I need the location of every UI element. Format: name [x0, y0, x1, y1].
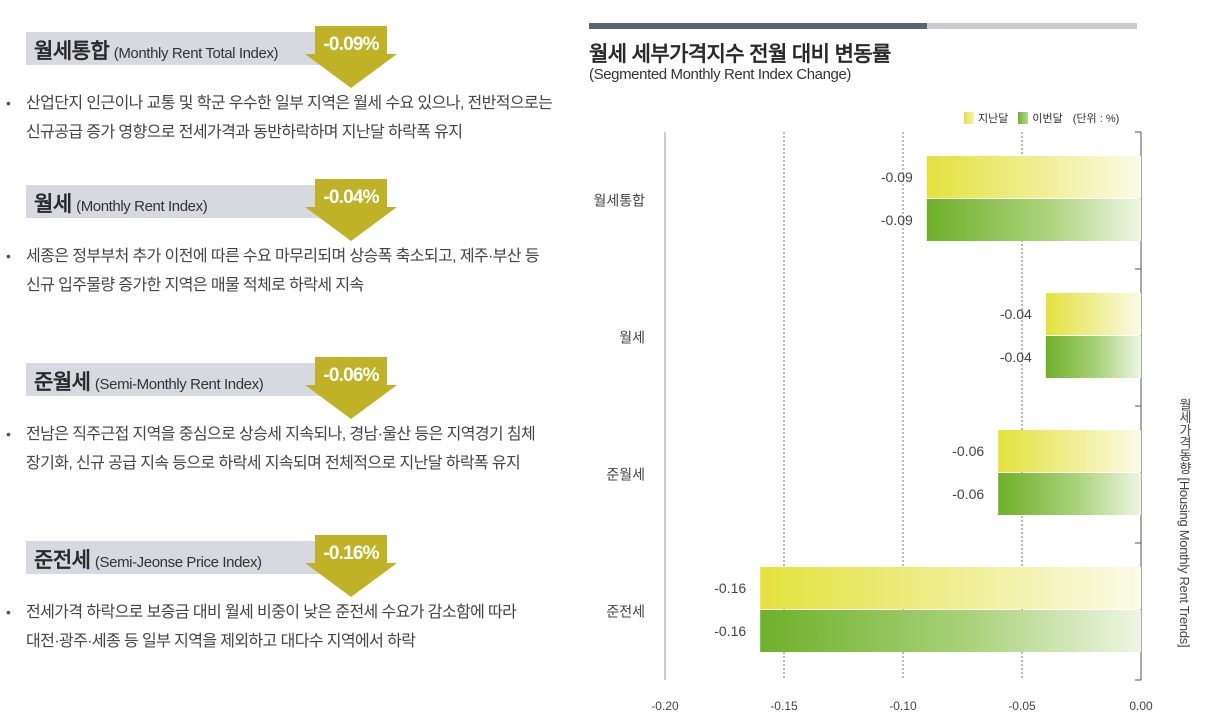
down-arrow-icon: -0.16% — [305, 535, 397, 597]
data-label: -0.16 — [714, 623, 746, 639]
description-line: 세종은 정부부처 추가 이전에 따른 수요 마무리되며 상승폭 축소되고, 제주… — [26, 248, 540, 265]
change-value: -0.04% — [323, 187, 379, 208]
data-label: -0.09 — [881, 169, 913, 185]
description-line: 전세가격 하락으로 보증금 대비 월세 비중이 낮은 준전세 수요가 감소함에 … — [26, 604, 517, 621]
description-line: 신규공급 증가 영향으로 전세가격과 동반하락하며 지난달 하락폭 유지 — [26, 124, 463, 141]
section-header: 월세통합 (Monthly Rent Total Index) — [26, 32, 326, 65]
bar-this-month — [760, 610, 1141, 652]
legend-swatch-last-month — [964, 112, 974, 124]
bar-last-month — [926, 156, 1141, 198]
bullet-icon: • — [6, 426, 11, 442]
section-description: • 전세가격 하락으로 보증금 대비 월세 비중이 낮은 준전세 수요가 감소함… — [6, 598, 566, 656]
section-description: • 산업단지 인근이나 교통 및 학군 우수한 일부 지역은 월세 수요 있으나… — [6, 89, 566, 147]
bar-this-month — [998, 473, 1141, 515]
description-line: 신규 입주물량 증가한 지역은 매물 적체로 하락세 지속 — [26, 277, 364, 294]
section-header: 준월세 (Semi-Monthly Rent Index) — [26, 363, 326, 396]
category-label: 준전세 — [606, 604, 645, 620]
change-value: -0.06% — [323, 365, 379, 386]
bar-this-month — [926, 199, 1141, 241]
section-title-ko: 준월세 — [34, 371, 91, 394]
bar-last-month — [760, 567, 1141, 609]
legend-swatch-this-month — [1018, 112, 1029, 124]
side-label: 월세가격동향 [Housing Monthly Rent Trends] — [1177, 398, 1192, 648]
description-line: 전남은 직주근접 지역을 중심으로 상승세 지속되나, 경남·울산 등은 지역경… — [26, 426, 536, 443]
down-arrow-icon: -0.09% — [305, 26, 397, 88]
category-label: 준월세 — [606, 467, 645, 483]
bullet-icon: • — [6, 248, 11, 264]
category-label: 월세통합 — [593, 193, 645, 209]
chart-title: 월세 세부가격지수 전월 대비 변동률 — [589, 43, 891, 66]
section-header: 준전세 (Semi-Jeonse Price Index) — [26, 541, 326, 574]
legend-label-last-month: 지난달 — [978, 113, 1009, 125]
x-tick-label: -0.20 — [651, 699, 679, 713]
data-label: -0.16 — [714, 580, 746, 596]
section-title-en: (Semi-Monthly Rent Index) — [94, 376, 264, 393]
x-tick-label: 0.00 — [1129, 699, 1153, 713]
x-tick-label: -0.15 — [770, 699, 798, 713]
chart-legend: 지난달 이번달 (단위 : %) — [964, 110, 1119, 126]
section-title-en: (Monthly Rent Index) — [76, 198, 208, 215]
data-label: -0.04 — [1000, 349, 1032, 365]
data-label: -0.09 — [881, 212, 913, 228]
section-title-ko: 준전세 — [34, 549, 91, 572]
chart-subtitle: (Segmented Monthly Rent Index Change) — [589, 66, 852, 83]
down-arrow-icon: -0.06% — [305, 357, 397, 419]
change-value: -0.09% — [323, 34, 379, 55]
bullet-icon: • — [6, 604, 11, 620]
category-label: 월세 — [619, 330, 645, 346]
section-title-ko: 월세 — [34, 193, 72, 216]
down-arrow-icon: -0.04% — [305, 179, 397, 241]
data-label: -0.04 — [1000, 306, 1032, 322]
section-title-en: (Monthly Rent Total Index) — [113, 45, 279, 62]
description-line: 대전·광주·세종 등 일부 지역을 제외하고 대다수 지역에서 하락 — [26, 633, 416, 650]
change-value: -0.16% — [323, 543, 379, 564]
bar-chart: 월세통합 -0.09 -0.09 월세 -0.04 -0.04 준월세 -0.06 -0.06 준… — [593, 131, 1153, 713]
legend-unit: (단위 : %) — [1072, 113, 1120, 125]
description-line: 장기화, 신규 공급 지속 등으로 하락세 지속되며 전체적으로 지난달 하락폭… — [26, 455, 521, 472]
section-title-ko: 월세통합 — [34, 40, 110, 63]
bar-last-month — [1045, 293, 1141, 335]
section-description: • 전남은 직주근접 지역을 중심으로 상승세 지속되나, 경남·울산 등은 지… — [6, 420, 566, 478]
section-title-en: (Semi-Jeonse Price Index) — [94, 554, 262, 571]
legend-label-this-month: 이번달 — [1032, 113, 1063, 125]
legend-item-this-month: 이번달 — [1018, 110, 1063, 126]
legend-item-last-month: 지난달 — [964, 110, 1008, 126]
bar-this-month — [1045, 336, 1141, 378]
data-label: -0.06 — [952, 443, 984, 459]
description-line: 산업단지 인근이나 교통 및 학군 우수한 일부 지역은 월세 수요 있으나, … — [26, 95, 553, 112]
bar-last-month — [998, 430, 1141, 472]
chart-top-bar-accent — [589, 23, 927, 29]
data-label: -0.06 — [952, 486, 984, 502]
x-tick-label: -0.10 — [889, 699, 917, 713]
section-description: • 세종은 정부부처 추가 이전에 따른 수요 마무리되며 상승폭 축소되고, … — [6, 242, 566, 300]
x-tick-label: -0.05 — [1008, 699, 1036, 713]
bullet-icon: • — [6, 95, 11, 111]
section-header: 월세 (Monthly Rent Index) — [26, 185, 326, 218]
